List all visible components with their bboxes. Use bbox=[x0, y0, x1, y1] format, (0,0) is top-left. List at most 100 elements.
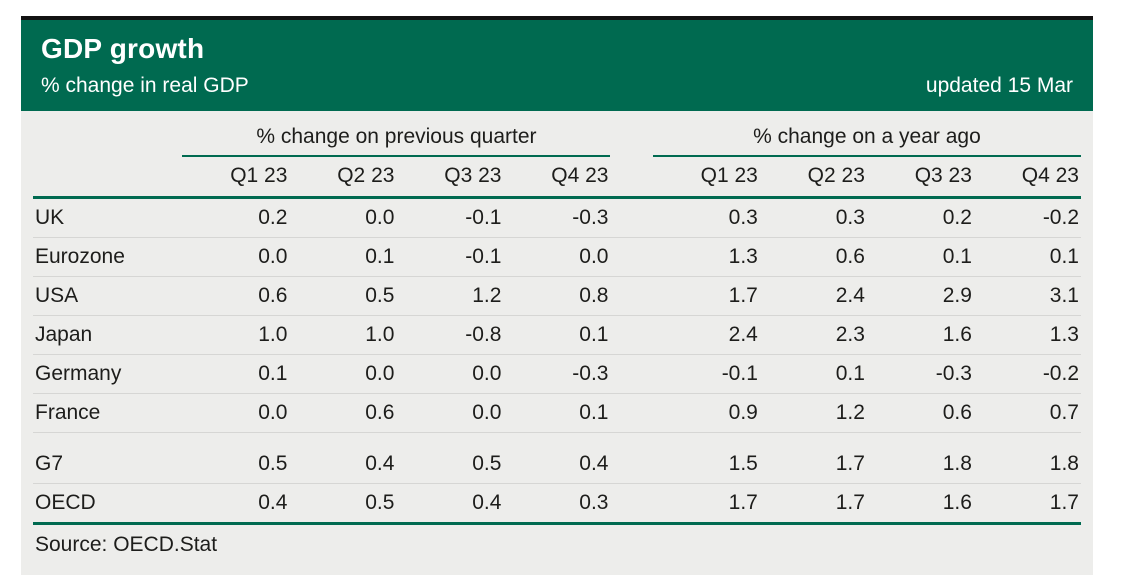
value-cell: -0.2 bbox=[973, 197, 1081, 238]
subtitle: % change in real GDP bbox=[41, 74, 249, 97]
quarter-header: Q3 23 bbox=[396, 156, 504, 199]
spacer-cell bbox=[33, 121, 182, 156]
value-cell: 0.0 bbox=[396, 393, 504, 433]
quarter-header: Q3 23 bbox=[866, 156, 974, 199]
value-cell: 0.6 bbox=[759, 237, 867, 277]
subtitle-row: % change in real GDP updated 15 Mar bbox=[41, 74, 1073, 98]
table-row: France 0.0 0.6 0.0 0.1 0.9 1.2 0.6 0.7 bbox=[33, 393, 1081, 433]
group-gap-cell bbox=[610, 121, 652, 156]
quarter-header: Q2 23 bbox=[759, 156, 867, 199]
table-row: Eurozone 0.0 0.1 -0.1 0.0 1.3 0.6 0.1 0.1 bbox=[33, 237, 1081, 277]
value-cell: 1.0 bbox=[182, 315, 290, 355]
quarter-header: Q2 23 bbox=[289, 156, 397, 199]
value-cell: 0.0 bbox=[396, 354, 504, 394]
table-row: G7 0.5 0.4 0.5 0.4 1.5 1.7 1.8 1.8 bbox=[33, 432, 1081, 484]
group-gap-cell bbox=[610, 197, 653, 238]
group-gap-cell bbox=[610, 483, 653, 525]
value-cell: 0.0 bbox=[289, 197, 397, 238]
table-head: % change on previous quarter % change on … bbox=[33, 121, 1081, 199]
column-group-header: % change on previous quarter bbox=[182, 121, 611, 157]
value-cell: 1.3 bbox=[973, 315, 1081, 355]
value-cell: 0.0 bbox=[289, 354, 397, 394]
group-gap-cell bbox=[610, 156, 653, 199]
quarter-header: Q1 23 bbox=[652, 156, 760, 199]
table-body: UK 0.2 0.0 -0.1 -0.3 0.3 0.3 0.2 -0.2 Eurozone 0.0… bbox=[33, 197, 1081, 560]
value-cell: 0.3 bbox=[759, 197, 867, 238]
row-label: UK bbox=[33, 197, 183, 238]
value-cell: 0.1 bbox=[182, 354, 290, 394]
value-cell: 0.6 bbox=[866, 393, 974, 433]
value-cell: 3.1 bbox=[973, 276, 1081, 316]
value-cell: 0.0 bbox=[503, 237, 611, 277]
value-cell: 0.5 bbox=[396, 432, 504, 484]
value-cell: 1.7 bbox=[759, 483, 867, 525]
value-cell: -0.3 bbox=[503, 197, 611, 238]
value-cell: -0.2 bbox=[973, 354, 1081, 394]
value-cell: 0.4 bbox=[289, 432, 397, 484]
value-cell: 1.7 bbox=[652, 483, 760, 525]
gdp-growth-card: GDP growth % change in real GDP updated … bbox=[21, 16, 1093, 575]
group-gap-cell bbox=[610, 237, 653, 277]
value-cell: 0.0 bbox=[182, 393, 290, 433]
updated-label: updated 15 Mar bbox=[925, 74, 1073, 97]
table-sheet: % change on previous quarter % change on … bbox=[21, 111, 1093, 575]
table-row: Japan 1.0 1.0 -0.8 0.1 2.4 2.3 1.6 1.3 bbox=[33, 315, 1081, 355]
value-cell: 1.8 bbox=[973, 432, 1081, 484]
value-cell: 1.8 bbox=[866, 432, 974, 484]
table-row: USA 0.6 0.5 1.2 0.8 1.7 2.4 2.9 3.1 bbox=[33, 276, 1081, 316]
quarter-header-row: Q1 23 Q2 23 Q3 23 Q4 23 Q1 23 Q2 23 Q3 23 Q4 23 bbox=[33, 156, 1081, 199]
value-cell: -0.3 bbox=[503, 354, 611, 394]
value-cell: 0.0 bbox=[182, 237, 290, 277]
value-cell: 0.8 bbox=[503, 276, 611, 316]
value-cell: 2.9 bbox=[866, 276, 974, 316]
value-cell: 0.4 bbox=[182, 483, 290, 525]
row-label: Eurozone bbox=[33, 237, 183, 277]
value-cell: 0.4 bbox=[503, 432, 611, 484]
value-cell: 0.1 bbox=[759, 354, 867, 394]
row-label: OECD bbox=[33, 483, 183, 525]
column-group-header: % change on a year ago bbox=[652, 121, 1081, 157]
value-cell: 0.1 bbox=[503, 315, 611, 355]
source-label: Source: OECD.Stat bbox=[35, 533, 218, 556]
value-cell: 0.3 bbox=[652, 197, 760, 238]
value-cell: 1.7 bbox=[652, 276, 760, 316]
value-cell: 1.3 bbox=[652, 237, 760, 277]
gdp-table: % change on previous quarter % change on … bbox=[33, 121, 1081, 559]
value-cell: 0.5 bbox=[289, 276, 397, 316]
value-cell: 0.5 bbox=[289, 483, 397, 525]
value-cell: -0.3 bbox=[866, 354, 974, 394]
value-cell: 0.1 bbox=[289, 237, 397, 277]
value-cell: 0.5 bbox=[182, 432, 290, 484]
value-cell: 0.6 bbox=[289, 393, 397, 433]
value-cell: 0.7 bbox=[973, 393, 1081, 433]
group-gap-cell bbox=[610, 432, 653, 484]
value-cell: 0.1 bbox=[866, 237, 974, 277]
value-cell: 1.5 bbox=[652, 432, 760, 484]
value-cell: -0.1 bbox=[396, 237, 504, 277]
value-cell: 0.6 bbox=[182, 276, 290, 316]
group-gap-cell bbox=[610, 315, 653, 355]
value-cell: -0.8 bbox=[396, 315, 504, 355]
row-label: France bbox=[33, 393, 183, 433]
value-cell: 0.9 bbox=[652, 393, 760, 433]
value-cell: 1.6 bbox=[866, 483, 974, 525]
row-label: Japan bbox=[33, 315, 183, 355]
value-cell: 1.7 bbox=[973, 483, 1081, 525]
value-cell: 1.6 bbox=[866, 315, 974, 355]
source-row: Source: OECD.Stat bbox=[33, 524, 1081, 560]
quarter-header: Q1 23 bbox=[182, 156, 290, 199]
table-row: Germany 0.1 0.0 0.0 -0.3 -0.1 0.1 -0.3 -0.2 bbox=[33, 354, 1081, 394]
value-cell: 1.2 bbox=[759, 393, 867, 433]
value-cell: 0.1 bbox=[973, 237, 1081, 277]
row-label: G7 bbox=[33, 432, 183, 484]
group-gap-cell bbox=[610, 354, 653, 394]
value-cell: 2.3 bbox=[759, 315, 867, 355]
value-cell: 1.7 bbox=[759, 432, 867, 484]
value-cell: 0.3 bbox=[503, 483, 611, 525]
value-cell: -0.1 bbox=[396, 197, 504, 238]
column-group-header-row: % change on previous quarter % change on … bbox=[33, 121, 1081, 157]
table-row: OECD 0.4 0.5 0.4 0.3 1.7 1.7 1.6 1.7 bbox=[33, 483, 1081, 525]
value-cell: 1.2 bbox=[396, 276, 504, 316]
quarter-header: Q4 23 bbox=[973, 156, 1081, 199]
row-label: USA bbox=[33, 276, 183, 316]
